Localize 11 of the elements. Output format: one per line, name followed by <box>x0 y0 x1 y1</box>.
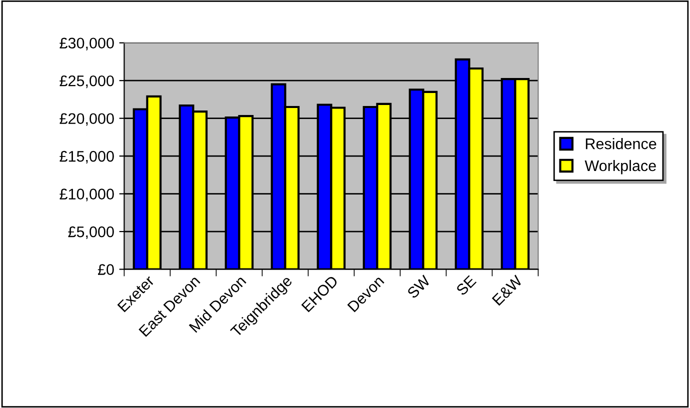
x-tick-label: SE <box>456 274 477 296</box>
y-tick-label: £5,000 <box>68 226 114 240</box>
x-tick-label: SW <box>406 274 432 299</box>
y-tick-label: £25,000 <box>60 75 114 88</box>
y-tick-label: £10,000 <box>60 188 114 202</box>
legend-label: Workplace <box>584 160 656 174</box>
legend-label: Residence <box>586 138 656 150</box>
y-tick-label: £0 <box>98 264 114 275</box>
y-tick-label: £30,000 <box>60 38 114 50</box>
y-tick-label: £15,000 <box>60 150 114 164</box>
y-tick-label: £20,000 <box>60 113 114 126</box>
